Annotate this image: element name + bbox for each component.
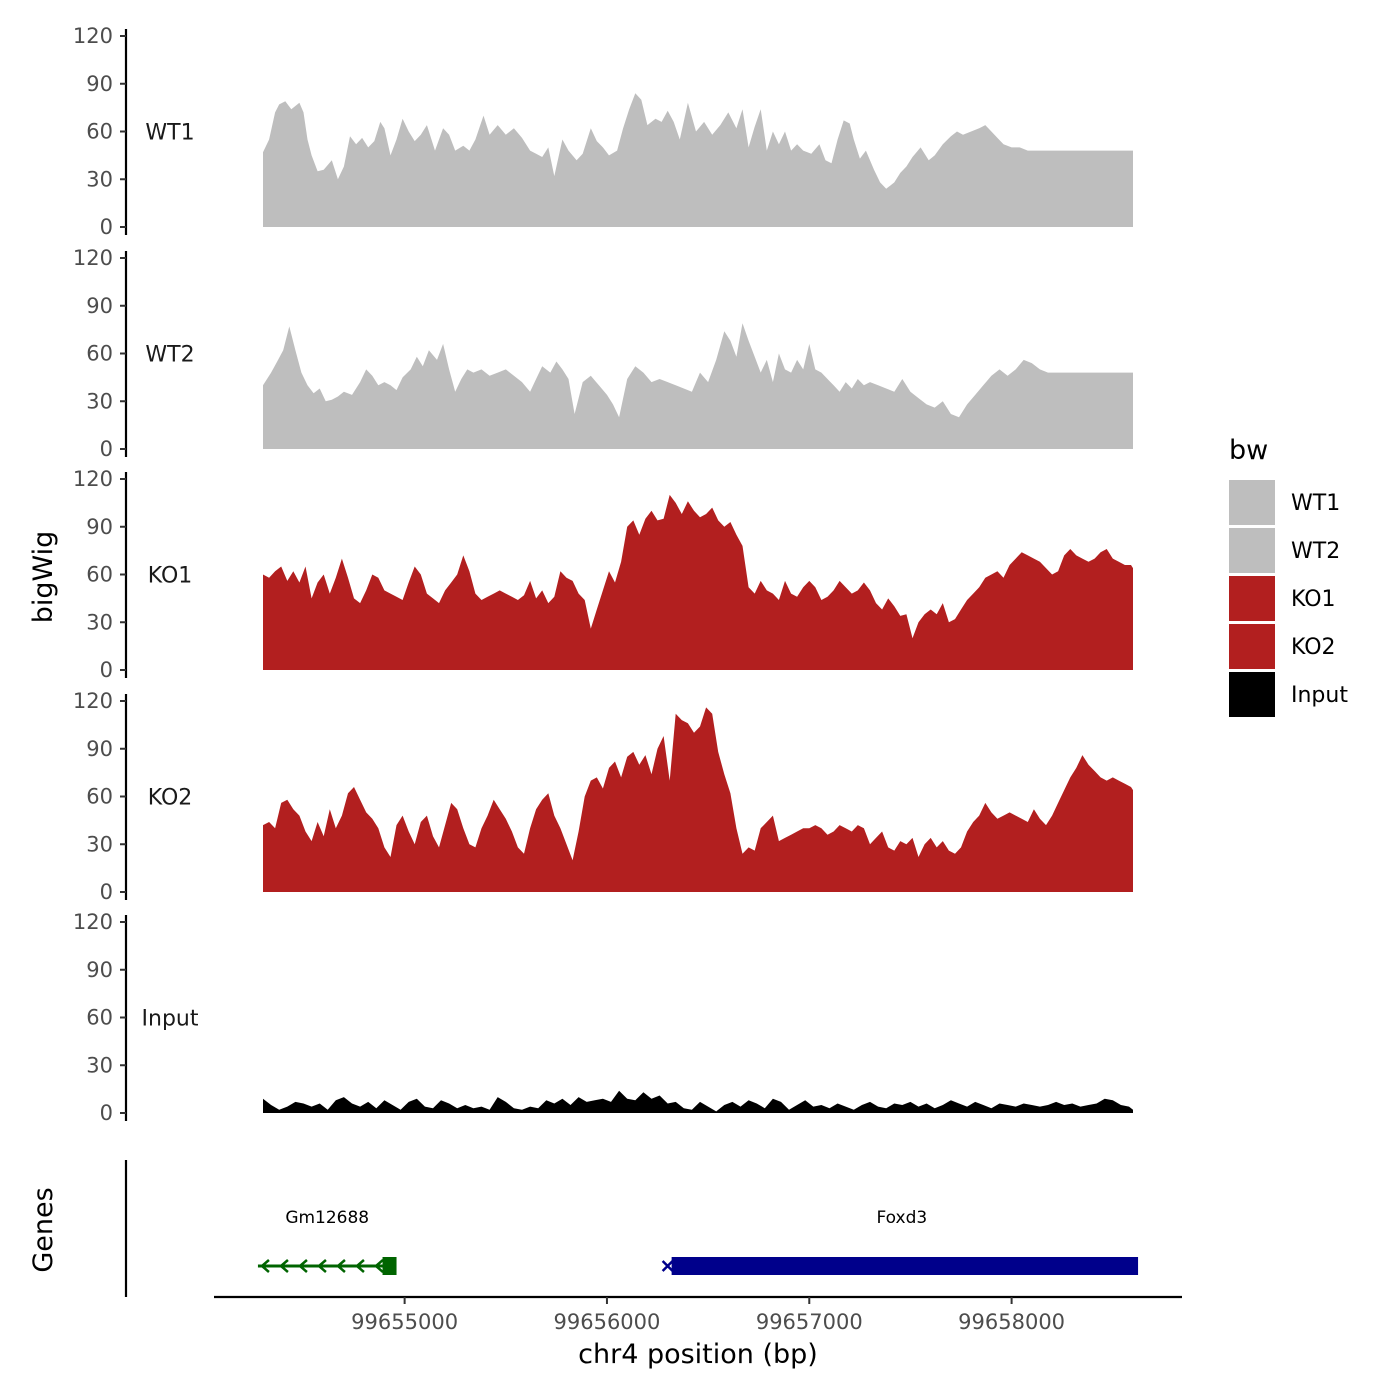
strand-arrow [298,1259,308,1273]
area-input [263,1090,1133,1113]
y-tick-label: 120 [73,689,113,713]
track-label: Input [142,1007,199,1032]
legend-item-input: Input [1229,672,1348,717]
legend-swatch [1229,624,1275,669]
y-tick-label: 60 [86,120,113,144]
y-tick-label: 90 [86,294,113,318]
area-ko1 [263,494,1133,670]
area-wt2 [263,323,1133,449]
y-axis-title: bigWig [28,531,59,624]
legend-item-ko2: KO2 [1229,624,1336,669]
y-tick-label: 60 [86,563,113,587]
area-ko2 [263,707,1133,892]
y-tick-label: 120 [73,910,113,934]
gene-label: Foxd3 [876,1208,927,1228]
strand-arrow [374,1259,384,1273]
y-tick-label: 120 [73,246,113,270]
legend-title: bw [1229,435,1268,466]
genes-panel-title: Genes [28,1187,59,1272]
x-tick-label: 99658000 [958,1310,1065,1334]
y-tick-label: 90 [86,515,113,539]
y-tick-label: 0 [100,437,113,461]
legend-label: KO2 [1291,635,1336,660]
strand-arrow [336,1259,346,1273]
y-tick-label: 30 [86,1053,113,1077]
y-tick-label: 120 [73,24,113,48]
strand-arrow [355,1259,365,1273]
y-tick-label: 90 [86,958,113,982]
legend-swatch [1229,480,1275,525]
legend-swatch [1229,528,1275,573]
x-axis: 99655000 99656000 99657000 99658000 [214,1295,1182,1334]
track-label: WT1 [145,121,194,146]
area-wt1 [263,93,1133,227]
genes-panel: Gm12688 Foxd3 [124,1160,1139,1297]
legend-item-wt2: WT2 [1229,528,1340,573]
y-tick-label: 30 [86,610,113,634]
track-label: KO2 [148,786,193,811]
gene-label: Gm12688 [285,1208,369,1228]
gene-gm12688: Gm12688 [257,1208,397,1275]
legend-label: WT2 [1291,539,1340,564]
y-tick-label: 0 [100,1101,113,1125]
gene-foxd3: Foxd3 [661,1208,1139,1275]
legend: bw WT1 WT2 KO1 KO2 Input [1229,435,1348,717]
strand-arrow [279,1259,289,1273]
gene-exon [382,1257,397,1275]
track-ko2: 0 30 60 90 120 KO2 [73,689,1133,904]
legend-item-ko1: KO1 [1229,576,1336,621]
y-tick-label: 60 [86,1006,113,1030]
y-tick-label: 120 [73,467,113,491]
strand-arrow [317,1259,327,1273]
legend-label: WT1 [1291,491,1340,516]
x-tick-label: 99655000 [351,1310,458,1334]
legend-swatch [1229,576,1275,621]
legend-label: KO1 [1291,587,1336,612]
y-tick-label: 30 [86,389,113,413]
legend-item-wt1: WT1 [1229,480,1340,525]
tracks-layer: 0306090120WT10306090120WT20306090120KO10… [73,24,1133,1125]
gene-exon [671,1257,1139,1275]
x-axis-title: chr4 position (bp) [578,1339,818,1370]
y-tick-label: 60 [86,785,113,809]
y-tick-label: 30 [86,832,113,856]
y-tick-label: 60 [86,342,113,366]
x-tick-label: 99656000 [554,1310,661,1334]
y-tick-label: 30 [86,167,113,191]
track-wt1: 0 30 60 90 120 WT1 [73,24,1133,239]
strand-arrow [260,1259,270,1273]
track-wt2: 0 30 60 90 120 WT2 [73,246,1133,461]
y-tick-label: 0 [100,658,113,682]
track-ko1: 0 30 60 90 120 KO1 [73,467,1133,682]
y-tick-label: 90 [86,72,113,96]
legend-swatch [1229,672,1275,717]
track-label: KO1 [148,564,193,589]
x-tick-label: 99657000 [756,1310,863,1334]
track-input: 0 30 60 90 120 Input [73,910,1133,1125]
y-tick-label: 0 [100,880,113,904]
gene-start-mark [661,1260,674,1272]
legend-label: Input [1291,683,1348,708]
track-label: WT2 [145,343,194,368]
y-tick-label: 0 [100,215,113,239]
y-tick-label: 90 [86,737,113,761]
